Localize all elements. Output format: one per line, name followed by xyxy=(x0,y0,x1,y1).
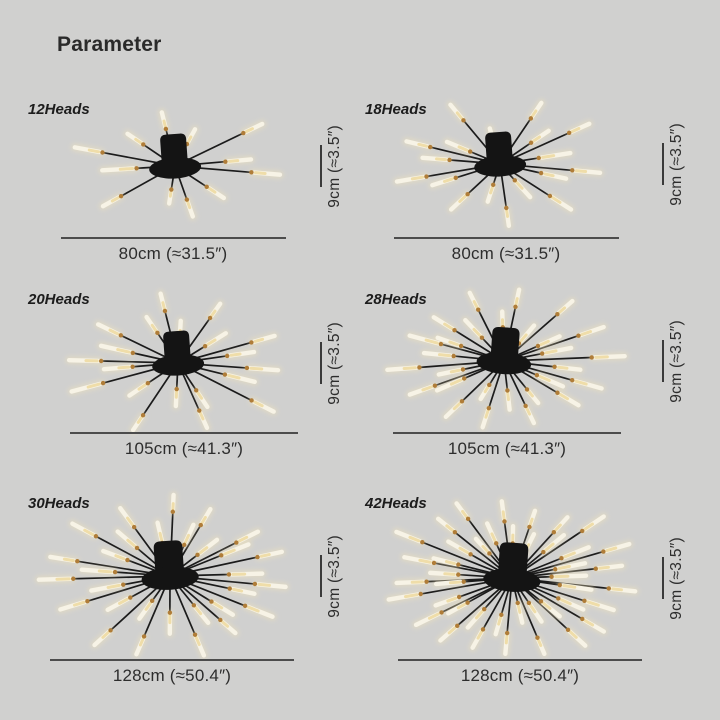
height-dimension-line xyxy=(320,145,322,187)
height-dimension: 9cm (≈3.5″) xyxy=(320,520,344,632)
height-dimension: 9cm (≈3.5″) xyxy=(320,307,344,419)
height-dimension-line xyxy=(662,557,664,599)
width-dimension-label: 105cm (≈41.3″) xyxy=(124,439,244,458)
height-dimension-label: 9cm (≈3.5″) xyxy=(326,124,343,208)
heads-count-label: 28Heads xyxy=(365,291,427,308)
height-dimension-label: 9cm (≈3.5″) xyxy=(668,319,685,403)
lamp-spec-panel-20heads: 20Heads 9cm (≈3.5″) 105cm (≈41.3″) xyxy=(15,278,350,478)
width-dimension-label: 128cm (≈50.4″) xyxy=(112,666,232,685)
heads-count-label: 20Heads xyxy=(28,291,90,308)
width-dimension: 128cm (≈50.4″) xyxy=(50,659,294,686)
height-dimension-line xyxy=(320,555,322,597)
lamp-spec-panel-28heads: 28Heads 9cm (≈3.5″) 105cm (≈41.3″) xyxy=(352,278,692,478)
lamp-illustration xyxy=(34,490,290,660)
width-dimension-label: 80cm (≈31.5″) xyxy=(451,244,561,263)
height-dimension-line xyxy=(320,342,322,384)
page-title: Parameter xyxy=(57,33,162,56)
width-dimension-line xyxy=(398,659,642,661)
heads-count-label: 30Heads xyxy=(28,495,90,512)
heads-count-label: 18Heads xyxy=(365,101,427,118)
width-dimension-label: 105cm (≈41.3″) xyxy=(447,439,567,458)
width-dimension: 128cm (≈50.4″) xyxy=(398,659,642,686)
height-dimension-label: 9cm (≈3.5″) xyxy=(668,122,685,206)
lamp-illustration xyxy=(383,285,629,432)
height-dimension: 9cm (≈3.5″) xyxy=(320,110,344,222)
width-dimension: 80cm (≈31.5″) xyxy=(393,237,619,264)
height-dimension-line xyxy=(662,143,664,185)
width-dimension: 80cm (≈31.5″) xyxy=(60,237,286,264)
lamp-illustration xyxy=(65,289,283,435)
lamp-spec-panel-12heads: 12Heads 9cm (≈3.5″) 80cm (≈31.5″) xyxy=(15,88,350,278)
width-dimension-label: 128cm (≈50.4″) xyxy=(460,666,580,685)
height-dimension-line xyxy=(662,340,664,382)
width-dimension-line xyxy=(60,237,286,239)
width-dimension-line xyxy=(70,432,298,434)
height-dimension-label: 9cm (≈3.5″) xyxy=(668,536,685,620)
heads-count-label: 12Heads xyxy=(28,101,90,118)
lamp-illustration xyxy=(70,108,284,221)
width-dimension-line xyxy=(393,237,619,239)
height-dimension-label: 9cm (≈3.5″) xyxy=(326,321,343,405)
width-dimension: 105cm (≈41.3″) xyxy=(70,432,298,459)
width-dimension-label: 80cm (≈31.5″) xyxy=(118,244,228,263)
height-dimension: 9cm (≈3.5″) xyxy=(662,108,686,220)
lamp-spec-panel-30heads: 30Heads 9cm (≈3.5″) 128cm (≈50.4″) xyxy=(15,482,350,700)
width-dimension: 105cm (≈41.3″) xyxy=(393,432,621,459)
width-dimension-line xyxy=(393,432,621,434)
heads-count-label: 42Heads xyxy=(365,495,427,512)
width-dimension-line xyxy=(50,659,294,661)
lamp-spec-panel-42heads: 42Heads 9cm (≈3.5″) 128cm (≈50.4″) xyxy=(352,482,692,700)
height-dimension: 9cm (≈3.5″) xyxy=(662,522,686,634)
height-dimension-label: 9cm (≈3.5″) xyxy=(326,534,343,618)
lamp-illustration xyxy=(384,497,640,658)
lamp-illustration xyxy=(392,98,605,230)
height-dimension: 9cm (≈3.5″) xyxy=(662,305,686,417)
lamp-spec-panel-18heads: 18Heads 9cm (≈3.5″) 80cm (≈31.5″) xyxy=(352,88,692,278)
